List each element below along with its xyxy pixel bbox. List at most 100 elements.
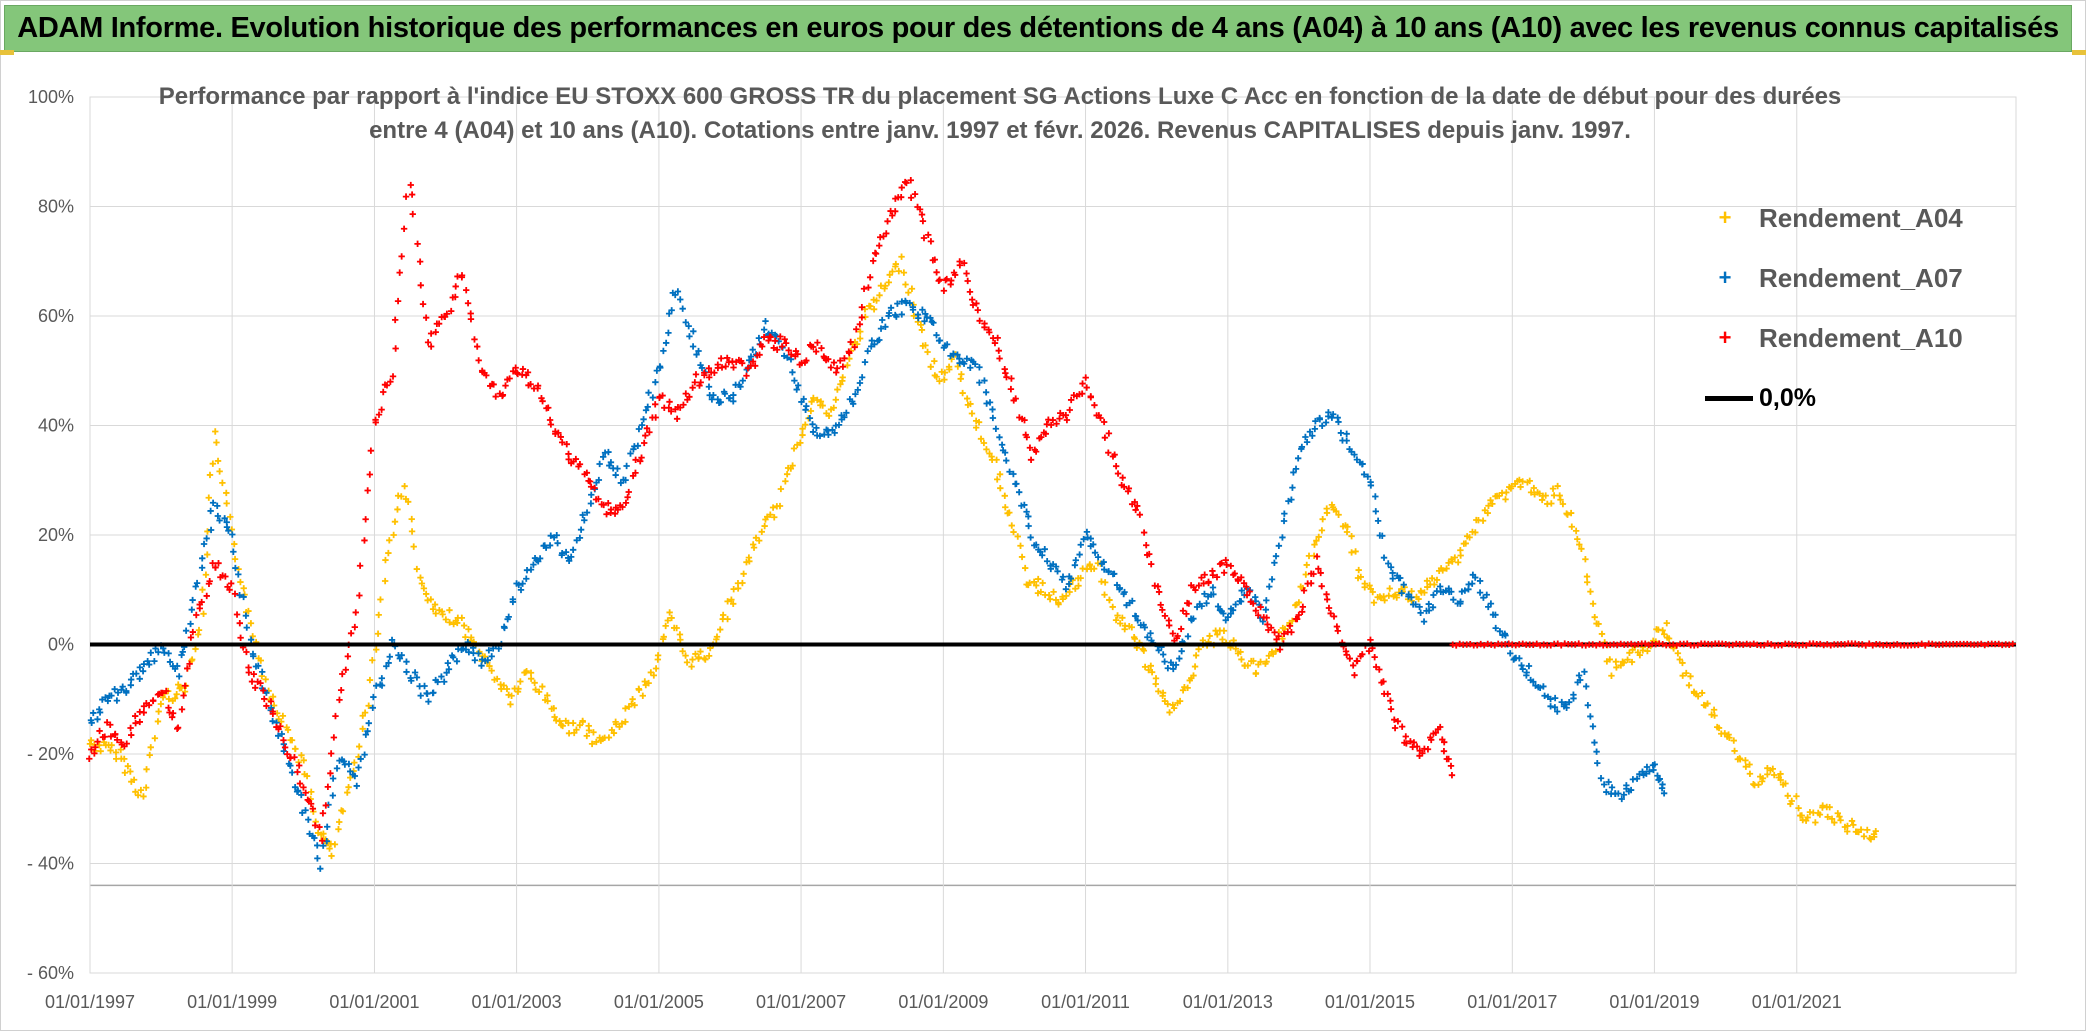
marker-rendement-a10: [603, 511, 610, 518]
marker-rendement-a04: [610, 729, 618, 737]
marker-rendement-a10: [632, 456, 639, 463]
marker-rendement-a07: [1023, 508, 1030, 515]
marker-rendement-a04: [927, 363, 934, 371]
marker-rendement-a04: [1548, 500, 1555, 507]
marker-rendement-a10: [1351, 671, 1358, 679]
marker-rendement-a04: [1659, 627, 1666, 634]
marker-rendement-a07: [1448, 588, 1455, 595]
marker-rendement-a04: [1263, 658, 1270, 665]
marker-rendement-a04: [550, 705, 558, 712]
marker-rendement-a07: [553, 532, 560, 539]
marker-rendement-a04: [1694, 693, 1702, 700]
marker-rendement-a10: [814, 339, 821, 346]
marker-rendement-a07: [1111, 570, 1118, 577]
marker-rendement-a10: [898, 184, 905, 191]
marker-rendement-a10: [1866, 640, 1873, 647]
marker-rendement-a04: [171, 695, 179, 702]
marker-rendement-a10: [576, 461, 584, 468]
x-tick-label: 01/01/2021: [1752, 992, 1842, 1012]
y-tick-label: - 40%: [27, 854, 74, 874]
marker-rendement-a10: [640, 439, 648, 447]
marker-rendement-a07: [1147, 630, 1154, 637]
marker-rendement-a07: [927, 314, 934, 322]
marker-rendement-a10: [940, 287, 948, 294]
marker-rendement-a07: [1172, 661, 1180, 669]
marker-rendement-a07: [1581, 668, 1588, 675]
marker-rendement-a10: [557, 433, 564, 441]
marker-rendement-a07: [1367, 482, 1375, 489]
marker-rendement-a10: [722, 363, 729, 370]
marker-rendement-a07: [1646, 768, 1653, 775]
marker-rendement-a07: [372, 682, 380, 689]
marker-rendement-a10: [1286, 622, 1294, 630]
marker-rendement-a07: [357, 755, 364, 763]
marker-rendement-a10: [1271, 629, 1278, 636]
marker-rendement-a04: [1837, 817, 1844, 824]
marker-rendement-a10: [319, 810, 327, 817]
banner-title: ADAM Informe. Evolution historique des p…: [17, 12, 2059, 44]
marker-rendement-a10: [149, 697, 157, 704]
marker-rendement-a10: [961, 259, 968, 267]
marker-rendement-a10: [344, 653, 352, 660]
marker-rendement-a07: [864, 347, 871, 355]
marker-rendement-a07: [677, 296, 684, 303]
marker-rendement-a04: [1059, 595, 1067, 603]
marker-rendement-a07: [809, 421, 816, 428]
marker-rendement-a10: [226, 586, 233, 594]
marker-rendement-a04: [429, 605, 437, 613]
marker-rendement-a07: [856, 379, 864, 387]
marker-rendement-a07: [1232, 601, 1239, 608]
marker-rendement-a07: [1294, 455, 1302, 462]
marker-rendement-a04: [777, 485, 785, 493]
marker-rendement-a07: [1417, 609, 1424, 617]
marker-rendement-a10: [1367, 636, 1374, 644]
marker-rendement-a04: [612, 720, 620, 728]
marker-rendement-a04: [500, 682, 508, 689]
marker-rendement-a04: [1742, 763, 1750, 770]
marker-rendement-a10: [706, 374, 713, 381]
marker-rendement-a04: [1114, 612, 1121, 619]
marker-rendement-a10: [1125, 485, 1133, 492]
marker-rendement-a10: [1021, 416, 1028, 424]
marker-rendement-a10: [942, 276, 949, 284]
marker-rendement-a07: [976, 364, 983, 371]
marker-rendement-a07: [1389, 569, 1396, 577]
marker-rendement-a10: [1694, 641, 1701, 649]
marker-rendement-a04: [954, 363, 962, 370]
marker-rendement-a04: [1046, 595, 1054, 603]
marker-rendement-a10: [572, 455, 580, 463]
marker-rendement-a07: [682, 319, 689, 326]
legend-item-zero: 0,0%: [1705, 368, 2005, 428]
marker-rendement-a04: [1742, 757, 1749, 764]
marker-rendement-a04: [544, 692, 551, 699]
marker-rendement-a10: [696, 382, 703, 389]
marker-rendement-a07: [1164, 665, 1172, 672]
marker-rendement-a10: [787, 351, 795, 358]
marker-rendement-a07: [216, 517, 223, 524]
marker-rendement-a07: [450, 654, 457, 661]
marker-rendement-a04: [1272, 647, 1280, 655]
marker-rendement-a07: [361, 751, 368, 758]
marker-rendement-a10: [794, 350, 801, 358]
marker-rendement-a04: [673, 624, 680, 632]
marker-rendement-a04: [692, 650, 699, 658]
marker-rendement-a04: [1624, 656, 1631, 663]
marker-rendement-a07: [1502, 632, 1509, 639]
marker-rendement-a10: [1119, 474, 1126, 481]
marker-rendement-a07: [314, 855, 321, 862]
marker-rendement-a04: [147, 744, 154, 751]
marker-rendement-a10: [1325, 604, 1333, 612]
marker-rendement-a10: [964, 277, 971, 285]
marker-rendement-a04: [192, 645, 199, 653]
marker-rendement-a07: [1087, 535, 1094, 542]
marker-rendement-a10: [1100, 418, 1108, 426]
marker-rendement-a07: [1643, 763, 1651, 771]
marker-rendement-a07: [230, 548, 237, 555]
marker-rendement-a10: [1267, 624, 1275, 631]
marker-rendement-a10: [622, 499, 630, 507]
marker-rendement-a10: [1642, 640, 1649, 647]
marker-rendement-a04: [1795, 804, 1802, 812]
marker-rendement-a10: [833, 365, 841, 372]
marker-rendement-a10: [1063, 416, 1071, 424]
marker-rendement-a10: [342, 666, 349, 673]
